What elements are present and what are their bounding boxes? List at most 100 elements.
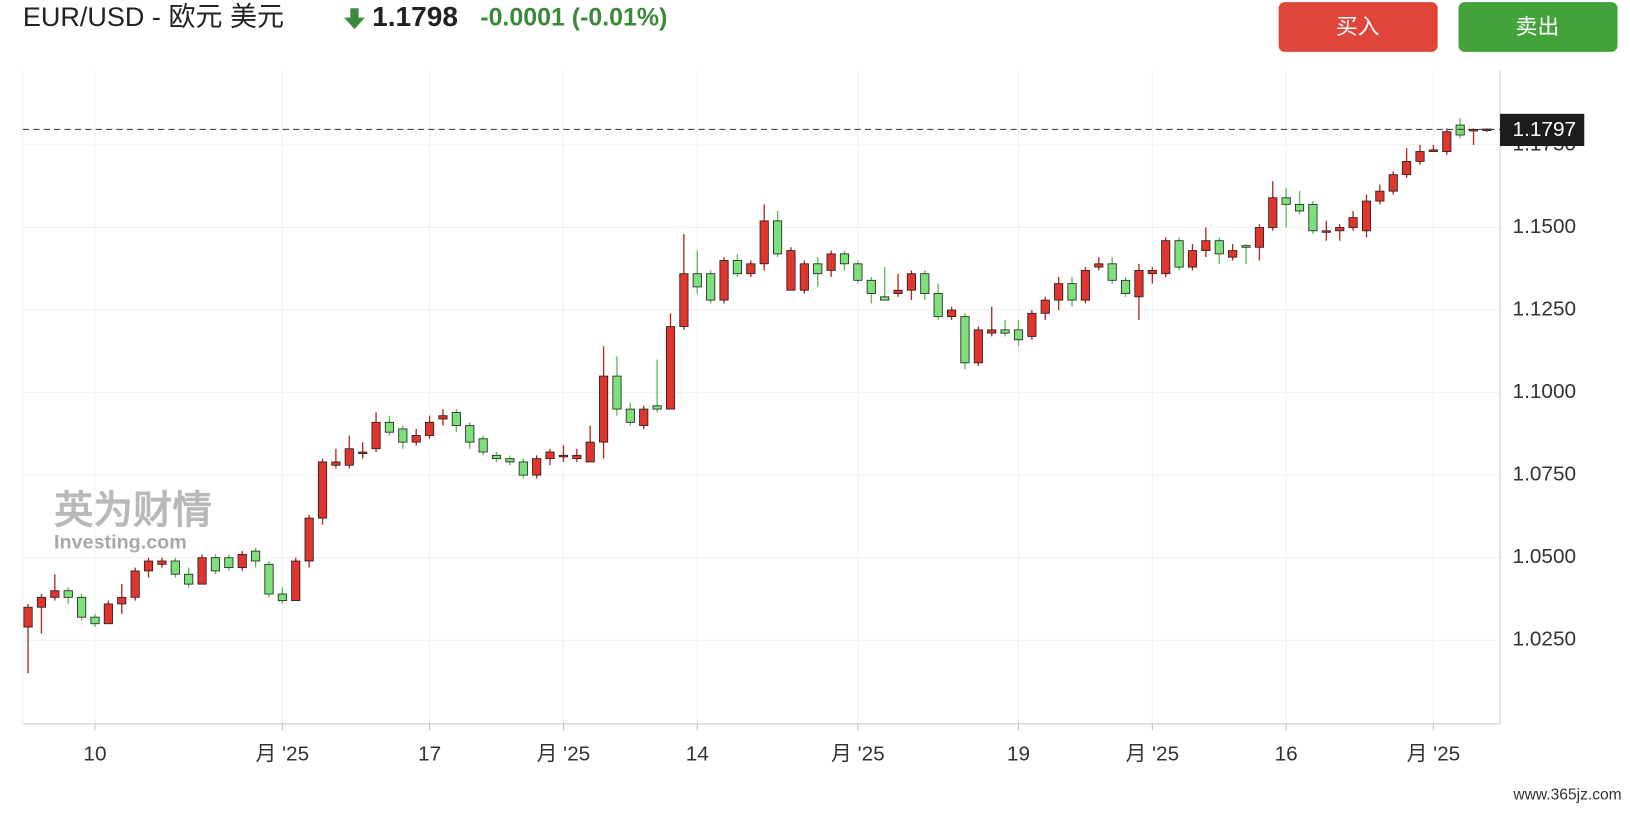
candle-body (545, 451, 555, 460)
y-tick-label: 1.1250 (1513, 298, 1577, 321)
candle-body (1348, 217, 1358, 228)
candle-body (1187, 250, 1198, 268)
candle-body (1388, 174, 1398, 192)
candle-body (1442, 131, 1452, 152)
candle-body (90, 616, 100, 625)
candle-body (344, 448, 354, 466)
candle-body (826, 253, 836, 271)
candle-body (1054, 283, 1064, 301)
candle-body (1361, 200, 1372, 232)
source-watermark: www.365jz.com (1512, 787, 1621, 804)
candle-body (1027, 312, 1037, 337)
x-tick-label: 月 '25 (256, 742, 310, 765)
candle-body (170, 560, 180, 575)
candle-body (1335, 227, 1345, 232)
price: 1.1798 (372, 1, 458, 32)
candle-body (491, 454, 502, 460)
sell-button[interactable] (1458, 2, 1618, 52)
candle-body (987, 329, 997, 334)
candle-body (652, 405, 662, 410)
candle-body (518, 461, 528, 476)
plot-area: 1.0250 1.0500 1.0750 1.1000 1.1250 1.1500 1.17… (22, 70, 1585, 765)
candle-body (853, 263, 863, 281)
candle-body (839, 253, 850, 265)
last-price-box (1500, 113, 1585, 147)
candle-body (799, 263, 809, 291)
candle-body (277, 593, 287, 602)
candle-body (906, 273, 916, 291)
x-tick-label: 月 '25 (537, 742, 591, 765)
x-tick-label: 19 (1007, 742, 1030, 765)
candle-body (117, 596, 127, 605)
candle-body (157, 560, 167, 565)
candle-body (599, 375, 609, 443)
candle-body (1147, 269, 1157, 275)
candle-body (1013, 329, 1024, 341)
candle-body (77, 596, 87, 618)
y-tick-label: 1.0500 (1513, 545, 1577, 568)
watermark-en: Investing.com (54, 531, 187, 553)
sell-label[interactable]: 卖出 (1516, 14, 1560, 39)
candle-body (63, 590, 73, 598)
candle-body (1214, 240, 1224, 255)
candle-body (1067, 283, 1077, 301)
candle-body (880, 296, 890, 301)
candle-body (438, 415, 448, 420)
candle-body (371, 421, 381, 450)
candle-body (759, 220, 769, 265)
candle-body (1241, 245, 1251, 248)
candle-body (264, 563, 274, 595)
x-tick-label: 月 '25 (1407, 742, 1461, 765)
candle-body (331, 461, 341, 466)
buy-button[interactable] (1278, 2, 1438, 52)
last-price-label: 1.1797 (1513, 118, 1577, 141)
down-arrow (344, 8, 365, 30)
candle-body (773, 220, 783, 255)
y-tick-label: 1.0250 (1513, 628, 1577, 651)
candle-body (719, 260, 729, 301)
buy-label[interactable]: 买入 (1336, 14, 1380, 39)
candle-body (1120, 279, 1131, 294)
candle-body (197, 557, 207, 585)
x-tick-label: 月 '25 (1126, 742, 1180, 765)
candle-body (946, 309, 957, 318)
candle-body (23, 606, 33, 628)
candle-body (398, 428, 408, 443)
candle-body (210, 557, 221, 572)
candle-body (1000, 329, 1010, 334)
candle-body (572, 454, 582, 460)
candle-body (465, 425, 475, 443)
candle-body (143, 560, 154, 572)
candle-body (425, 421, 435, 436)
candle-body (478, 438, 488, 453)
candle-body (1161, 240, 1171, 275)
candle-body (706, 273, 716, 301)
x-tick-label: 10 (83, 742, 106, 765)
candle-body (1201, 240, 1211, 252)
candle-body (679, 273, 689, 327)
watermark-cn: 英为财情 (54, 488, 212, 532)
candle-body (973, 329, 983, 364)
x-tick-label: 17 (418, 742, 441, 765)
candle-body (625, 408, 635, 423)
candle-body (1134, 269, 1144, 298)
candle-body (558, 454, 569, 458)
candle-body (960, 316, 970, 364)
candle-body (1428, 149, 1438, 152)
candle-body (130, 570, 140, 598)
candle-body (291, 560, 301, 602)
candle-body (1455, 124, 1465, 136)
candle-body (639, 408, 649, 427)
candle-body (358, 451, 368, 455)
candle-body (384, 421, 395, 433)
price-change: -0.0001 (-0.01%) (480, 3, 667, 31)
x-tick-label: 16 (1275, 742, 1298, 765)
candle-body (451, 411, 461, 427)
candle-body (1375, 190, 1385, 202)
candle-body (813, 263, 823, 275)
candle-body (103, 603, 113, 625)
candle-body (1174, 240, 1184, 268)
candle-body (304, 517, 314, 562)
